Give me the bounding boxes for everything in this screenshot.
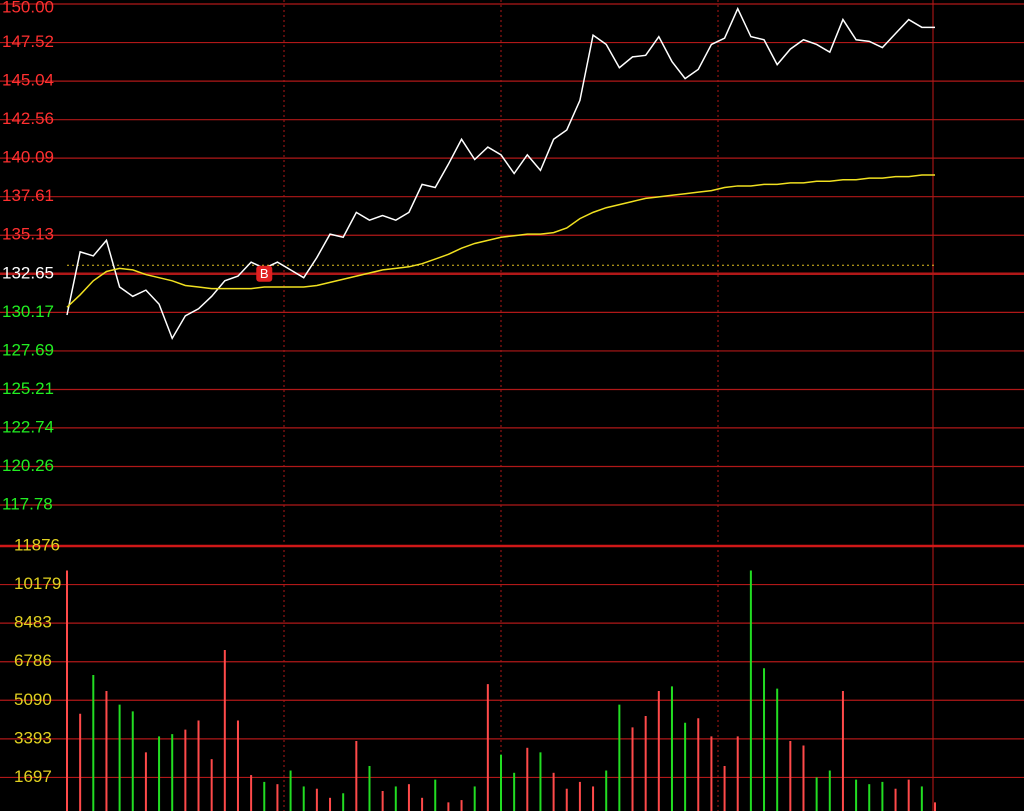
- y-tick-label: 147.52: [2, 32, 54, 51]
- buy-marker-label: B: [260, 266, 269, 281]
- price-line: [66, 174, 935, 308]
- y-tick-label: 127.69: [2, 340, 54, 359]
- y-tick-label: 142.56: [2, 109, 54, 128]
- y-tick-label: 135.13: [2, 225, 54, 244]
- y-tick-label: 120.26: [2, 456, 54, 475]
- y-tick-label: 5090: [14, 690, 52, 709]
- y-tick-label: 125.21: [2, 379, 54, 398]
- y-tick-label: 132.65: [2, 263, 54, 282]
- buy-marker: [256, 265, 273, 282]
- y-tick-label: 10179: [14, 574, 61, 593]
- y-tick-label: 117.78: [2, 495, 53, 514]
- y-tick-label: 150.00: [2, 0, 54, 16]
- y-tick-label: 122.74: [2, 417, 54, 436]
- y-tick-label: 137.61: [2, 186, 54, 205]
- y-tick-label: 11876: [14, 535, 60, 554]
- price-line: [66, 6, 935, 341]
- y-tick-label: 1697: [14, 767, 52, 786]
- y-tick-label: 140.09: [2, 148, 54, 167]
- y-tick-label: 130.17: [2, 302, 54, 321]
- y-tick-label: 8483: [14, 613, 52, 632]
- y-tick-label: 3393: [14, 728, 52, 747]
- y-tick-label: 6786: [14, 651, 52, 670]
- y-tick-label: 145.04: [2, 71, 54, 90]
